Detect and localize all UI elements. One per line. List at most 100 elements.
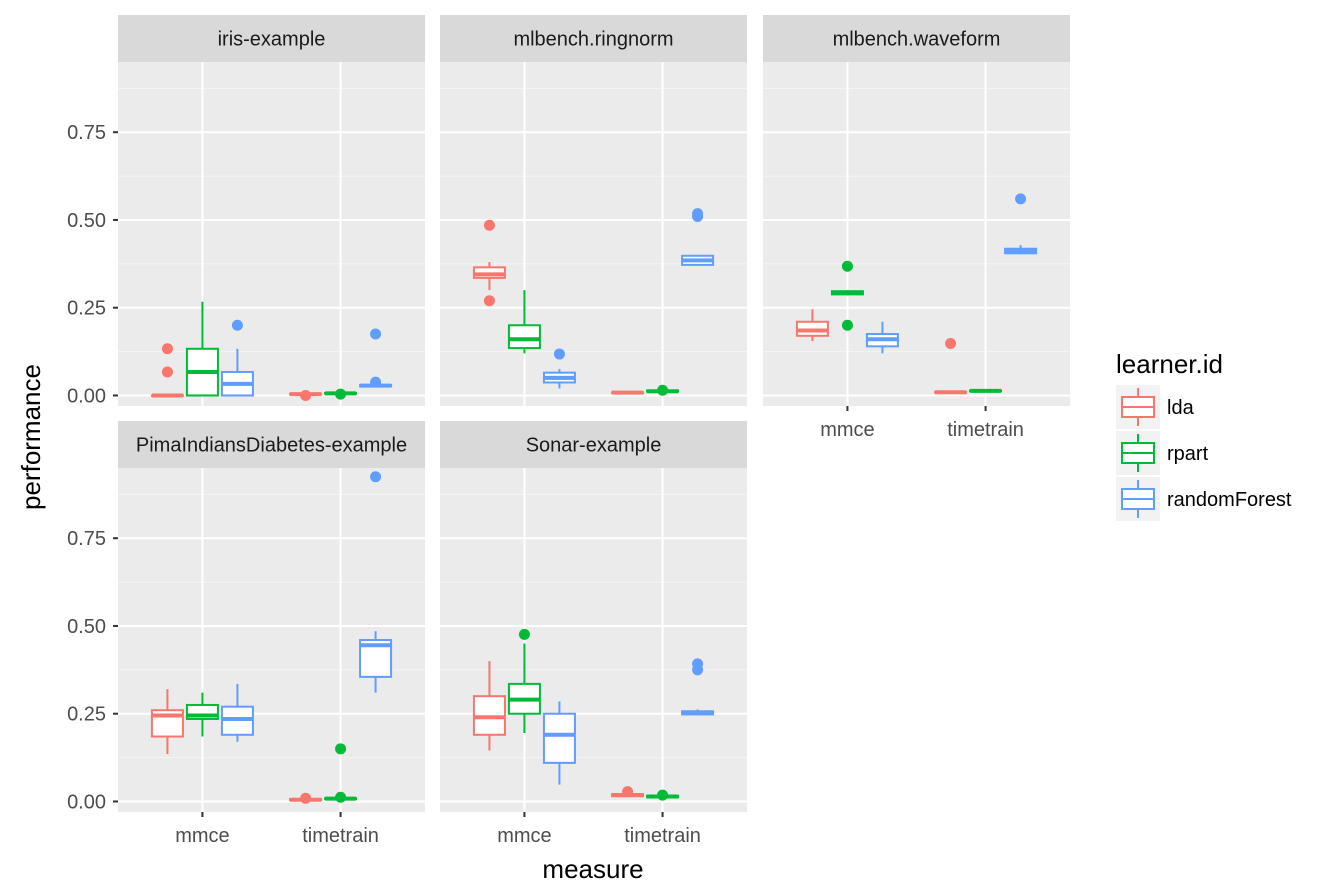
box-rpart-mmce	[830, 260, 864, 331]
y-axis-title: performance	[16, 364, 46, 510]
facet-strip	[118, 421, 425, 468]
outlier-point	[335, 743, 347, 755]
box-iqr	[507, 324, 541, 350]
boxes-group	[472, 208, 715, 396]
outlier-point	[335, 388, 347, 400]
facet-strip-label: mlbench.waveform	[833, 29, 1001, 51]
box-rpart-timetrain	[969, 388, 1003, 393]
legend-item-randomForest: randomForest	[1116, 477, 1292, 521]
box-rpart-mmce	[185, 301, 219, 397]
outlier-point	[518, 628, 530, 640]
outlier-point	[483, 219, 495, 231]
facet-strip-label: PimaIndiansDiabetes-example	[136, 435, 407, 457]
box-lda-mmce	[150, 689, 184, 755]
box-lda-timetrain	[289, 389, 323, 401]
outlier-point	[161, 343, 173, 355]
box-rpart-mmce	[507, 290, 541, 354]
facet-strip-label: mlbench.ringnorm	[513, 29, 673, 51]
outlier-point	[300, 389, 312, 401]
box-rpart-timetrain	[324, 743, 358, 803]
outlier-point	[553, 348, 565, 360]
x-axis-title: measure	[542, 854, 643, 884]
outlier-point	[231, 319, 243, 331]
facet-panel: iris-example 0.00 0.25 0.50 0.75	[67, 15, 425, 407]
box-rpart-mmce	[507, 628, 541, 734]
facet-panel: mlbench.waveform mmce timetrain	[763, 15, 1070, 441]
box-randomForest-mmce	[220, 683, 254, 742]
boxes-group	[150, 471, 393, 804]
facet-panel: PimaIndiansDiabetes-example 0.00 0.25 0.50 0…	[67, 421, 425, 847]
legend-item-label: randomForest	[1167, 489, 1292, 511]
legend-item-label: lda	[1167, 397, 1195, 419]
box-lda-mmce	[472, 661, 506, 751]
boxes-group	[472, 628, 715, 801]
legend-item-label: rpart	[1167, 443, 1209, 465]
box-randomForest-timetrain	[359, 471, 393, 693]
legend-item-rpart: rpart	[1116, 431, 1209, 475]
outlier-point	[370, 376, 382, 388]
box-rpart-mmce	[185, 692, 219, 737]
outlier-point	[370, 471, 382, 483]
outlier-point	[300, 792, 312, 804]
box-randomForest-mmce	[220, 319, 254, 397]
box-rpart-timetrain	[646, 789, 680, 801]
panel-background	[118, 62, 425, 406]
panel-background	[763, 62, 1070, 406]
outlier-point	[841, 319, 853, 331]
y-tick-label: 0.75	[67, 528, 106, 550]
box-randomForest-timetrain	[681, 208, 715, 266]
boxes-group	[795, 193, 1038, 395]
panels-layer: iris-example 0.00 0.25 0.50 0.75 mlbench.ring…	[67, 15, 1070, 847]
facet-strip	[763, 15, 1070, 62]
outlier-point	[1015, 193, 1027, 205]
box-lda-timetrain	[611, 390, 645, 395]
facet-strip-label: iris-example	[218, 29, 326, 51]
outlier-point	[483, 295, 495, 307]
outlier-point	[692, 658, 704, 670]
box-randomForest-mmce	[865, 321, 899, 354]
legend-items: lda rpart randomForest	[1116, 385, 1292, 521]
outlier-point	[945, 338, 957, 350]
outlier-point	[657, 384, 669, 396]
box-lda-timetrain	[611, 786, 645, 798]
outlier-point	[622, 786, 634, 798]
facet-strip	[118, 15, 425, 62]
y-tick-label: 0.50	[67, 616, 106, 638]
box-rpart-timetrain	[324, 388, 358, 400]
box-randomForest-timetrain	[1004, 193, 1038, 255]
legend: learner.id lda rpart randomForest	[1116, 349, 1292, 521]
outlier-point	[370, 328, 382, 340]
y-tick-label: 0.25	[67, 298, 106, 320]
outlier-point	[692, 208, 704, 220]
y-tick-label: 0.50	[67, 210, 106, 232]
facet-strip	[440, 15, 747, 62]
box-iqr	[542, 712, 576, 764]
y-tick-label: 0.00	[67, 385, 106, 407]
panel-background	[440, 62, 747, 406]
facet-panel: Sonar-example mmce timetrain	[440, 421, 747, 847]
x-tick-label: timetrain	[302, 825, 379, 847]
y-tick-label: 0.00	[67, 791, 106, 813]
x-tick-label: mmce	[820, 419, 874, 441]
outlier-point	[841, 260, 853, 272]
box-rpart-timetrain	[646, 384, 680, 396]
boxes-group	[150, 301, 393, 401]
box-randomForest-timetrain	[359, 328, 393, 388]
box-randomForest-mmce	[542, 348, 576, 389]
box-lda-timetrain	[289, 792, 323, 804]
box-lda-mmce	[472, 219, 506, 307]
box-lda-mmce	[150, 343, 184, 398]
box-lda-timetrain	[934, 338, 968, 395]
outlier-point	[657, 789, 669, 801]
outlier-point	[335, 791, 347, 803]
legend-item-lda: lda	[1116, 385, 1195, 429]
x-tick-label: mmce	[175, 825, 229, 847]
facet-strip	[440, 421, 747, 468]
x-tick-label: timetrain	[947, 419, 1024, 441]
outlier-point	[161, 366, 173, 378]
box-lda-mmce	[795, 309, 829, 342]
facet-strip-label: Sonar-example	[526, 435, 662, 457]
x-tick-label: timetrain	[624, 825, 701, 847]
y-tick-label: 0.25	[67, 704, 106, 726]
